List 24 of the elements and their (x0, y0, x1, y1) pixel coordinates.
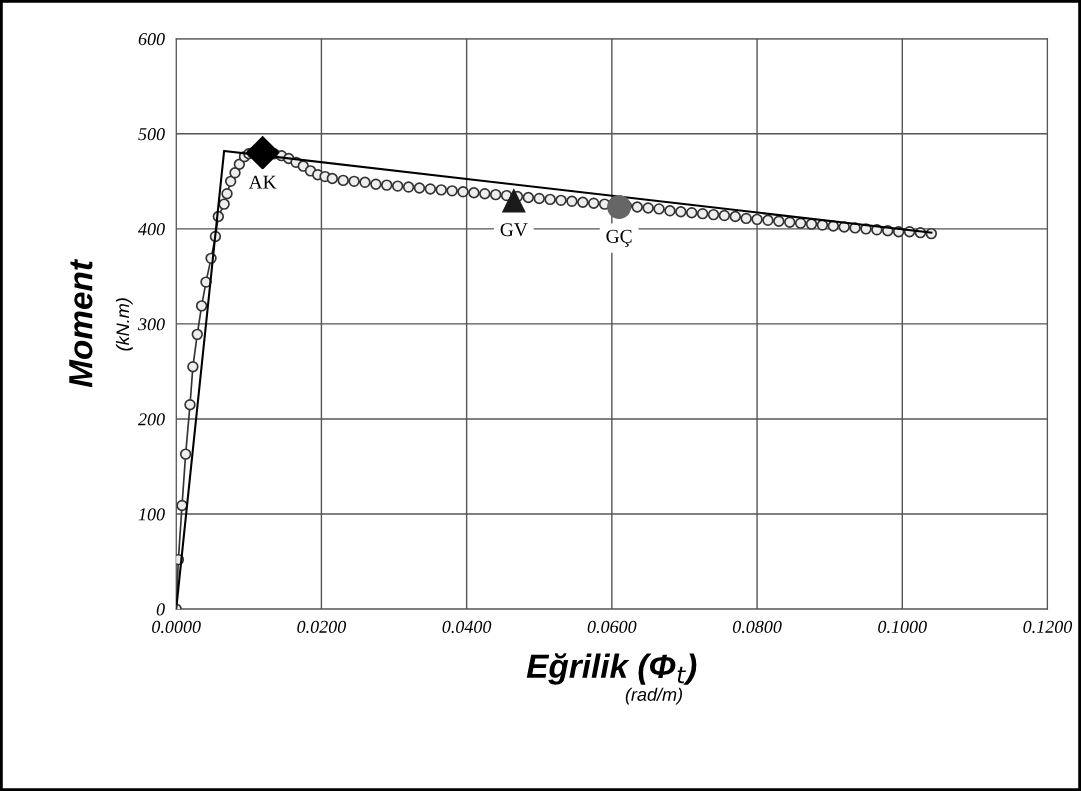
y-axis-title: Moment (69, 258, 93, 388)
y-tick-label: 200 (138, 413, 165, 426)
x-tick-label: 0.0200 (297, 620, 347, 633)
point (607, 194, 632, 220)
x-tick-label: 0.1200 (1023, 620, 1073, 633)
y-tick-label: 400 (138, 223, 165, 236)
series-label: GV (500, 223, 528, 237)
x-tick-label: 0.1000 (878, 620, 927, 633)
point (501, 188, 526, 213)
x-tick-label: 0.0400 (442, 620, 492, 633)
y-tick-label: 600 (138, 33, 165, 46)
series-label: GÇ (606, 229, 632, 247)
y-tick-label: 0 (156, 603, 165, 616)
text: (kN.m) (115, 298, 133, 351)
text: (rad/m) (625, 687, 683, 705)
x-tick-label: 0.0800 (732, 620, 782, 633)
x-axis-title: Eğrilik (Φ$_{t}$) (526, 653, 697, 685)
y-tick-label: 500 (138, 128, 165, 141)
point (245, 135, 280, 170)
y-tick-label: 100 (138, 508, 165, 521)
series-label: AK (248, 175, 277, 189)
x-tick-label: 0.0600 (587, 620, 637, 633)
x-tick-label: 0.0000 (152, 620, 201, 633)
y-tick-label: 300 (137, 318, 165, 331)
